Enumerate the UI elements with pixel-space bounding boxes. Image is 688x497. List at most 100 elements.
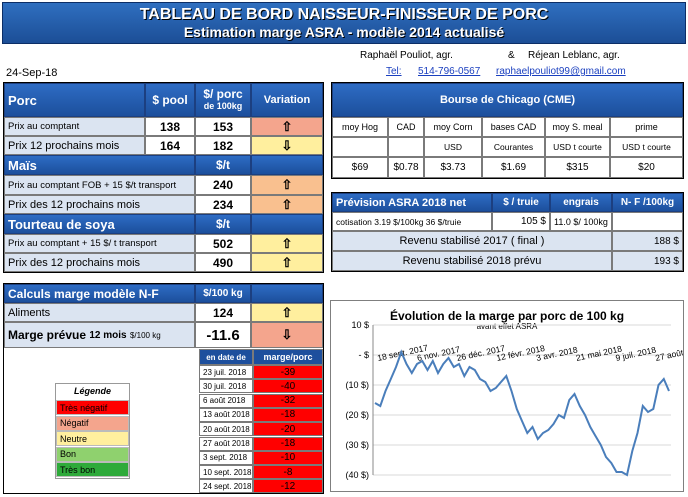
history-date-5: 27 août 2018 [199,436,253,451]
title-line1: TABLEAU DE BORD NAISSEUR-FINISSEUR DE PO… [139,6,549,23]
history-date-4: 20 août 2018 [199,422,253,437]
bourse-header-2: moy Corn [424,117,482,137]
bourse-unit-5: USD t courte [610,137,683,157]
soya-row1-value: 502 [195,234,251,253]
history-value-6: -10 [253,450,323,465]
history-date-8: 24 sept. 2018 [199,479,253,494]
truie-value: 105 $ [492,212,550,231]
calculs-unit: $/100 kg [195,284,251,303]
chart-series-line [374,349,670,477]
revenu2017-value: 188 $ [612,231,683,251]
history-date-6: 3 sept. 2018 [199,450,253,465]
legend-item-1: Négatif [56,415,129,431]
aliments-value: 124 [195,303,251,322]
chart-box: Évolution de la marge par porc de 100 kg… [330,300,684,492]
author-2: Réjean Leblanc, agr. [528,50,620,61]
mais-header: Maïs [4,155,195,175]
porc-porc-header-line1: $/ porc [203,87,243,101]
margin-chart: Évolution de la marge par porc de 100 kg… [345,308,683,480]
soya-header-spacer [251,214,323,234]
porc-row1-porc: 153 [195,117,251,136]
chart-title: Évolution de la marge par porc de 100 kg [390,308,624,323]
porc-porc-header: $/ porc de 100kg [195,83,251,117]
mais-row1-value: 240 [195,175,251,195]
email-link[interactable]: raphaelpouliot99@gmail.com [496,66,626,77]
history-date-1: 30 juil. 2018 [199,379,253,394]
soya-row1-variation: ⇧ [251,234,323,253]
marge-variation: ⇩ [251,322,323,348]
title-banner: TABLEAU DE BORD NAISSEUR-FINISSEUR DE PO… [2,2,686,44]
aliments-label: Aliments [4,303,195,322]
chart-ytick-0: 10 $ [351,320,369,330]
legend-item-4: Très bon [56,462,129,477]
chart-xtick-7: 27 août 2018 [654,343,683,363]
bourse-unit-1 [388,137,424,157]
calculs-title: Calculs marge modèle N-F [4,284,195,303]
mais-row1-label: Prix au comptant FOB + 15 $/t transport [4,175,195,195]
history-value-header: marge/porc [253,349,323,365]
mais-unit-header: $/t [195,155,251,175]
chart-subtitle: avant effet ASRA [477,322,538,331]
prevision-truie-header: $ / truie [492,193,550,212]
revenu2018-value: 193 $ [612,251,683,271]
porc-header: Porc [4,83,145,117]
porc-row1-variation: ⇧ [251,117,323,136]
bourse-value-4: $315 [545,157,610,178]
author-amp: & [508,50,515,61]
history-value-2: -32 [253,393,323,408]
marge-sub: 12 mois [89,329,127,341]
soya-unit-header: $/t [195,214,251,234]
bourse-value-0: $69 [332,157,388,178]
bourse-value-1: $0.78 [388,157,424,178]
engrais-value: 11.0 $/ 100kg [550,212,612,231]
history-value-7: -8 [253,465,323,480]
tel-label[interactable]: Tel: [386,66,402,77]
legend-item-3: Bon [56,446,129,462]
history-value-1: -40 [253,379,323,394]
calculs-header-spacer [251,284,323,303]
chart-ytick-3: (20 $) [345,410,369,420]
mais-row1-variation: ⇧ [251,175,323,195]
soya-row1-label: Prix au comptant + 15 $/ t transport [4,234,195,253]
porc-row1-pool: 138 [145,117,195,136]
nf-value-cell [612,212,683,231]
mais-row2-label: Prix des 12 prochains mois [4,195,195,214]
soya-row2-variation: ⇧ [251,253,323,272]
porc-row2-porc: 182 [195,136,251,155]
history-date-2: 6 août 2018 [199,393,253,408]
porc-row2-variation: ⇩ [251,136,323,155]
prevision-title: Prévision ASRA 2018 net [332,193,492,212]
mais-row2-variation: ⇧ [251,195,323,214]
bourse-unit-2: USD [424,137,482,157]
bourse-unit-3: Courantes [482,137,545,157]
bourse-header-3: bases CAD [482,117,545,137]
marge-label: Marge prévue [8,328,87,342]
soya-row2-value: 490 [195,253,251,272]
porc-row1-label: Prix au comptant [4,117,145,136]
prevision-nf-header: N- F /100kg [612,193,683,212]
author-1: Raphaël Pouliot, agr. [360,50,453,61]
prevision-engrais-header: engrais [550,193,612,212]
bourse-value-5: $20 [610,157,683,178]
history-value-8: -12 [253,479,323,494]
revenu2018-label: Revenu stabilisé 2018 prévu [332,251,612,271]
bourse-unit-4: USD t courte [545,137,610,157]
marge-value: -11.6 [195,322,251,348]
history-date-header: en date de [199,349,253,365]
title-line2: Estimation marge ASRA - modèle 2014 actu… [183,24,505,40]
porc-variation-header: Variation [251,83,323,117]
history-date-0: 23 juil. 2018 [199,365,253,379]
aliments-variation: ⇧ [251,303,323,322]
legend-item-2: Neutre [56,431,129,446]
phone-link[interactable]: 514-796-0567 [418,66,481,77]
cotisation-label: cotisation 3.19 $/100kg 36 $/truie [332,212,492,231]
legend-item-0: Très négatif [56,400,129,415]
porc-row2-pool: 164 [145,136,195,155]
soya-header: Tourteau de soya [4,214,195,234]
bourse-value-2: $3.73 [424,157,482,178]
history-date-7: 10 sept. 2018 [199,465,253,480]
bourse-value-3: $1.69 [482,157,545,178]
revenu2017-label: Revenu stabilisé 2017 ( final ) [332,231,612,251]
chart-ytick-2: (10 $) [345,380,369,390]
history-date-3: 13 août 2018 [199,407,253,422]
